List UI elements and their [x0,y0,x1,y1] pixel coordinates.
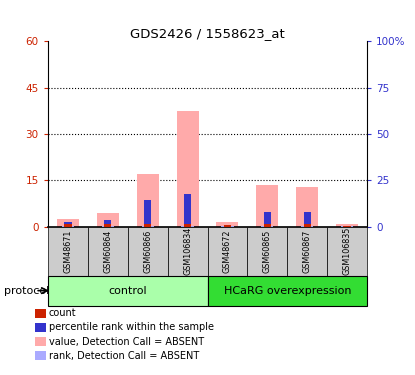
Bar [48,227,88,276]
Bar [222,226,234,227]
Bar [48,276,208,306]
Bar [137,174,159,227]
Bar [224,225,231,227]
Bar [62,226,74,227]
Bar [303,224,311,227]
Text: HCaRG overexpression: HCaRG overexpression [224,286,351,296]
Bar [142,226,154,227]
Bar [144,224,151,227]
Text: count: count [49,308,76,318]
Text: GSM60864: GSM60864 [103,230,112,273]
Text: rank, Detection Call = ABSENT: rank, Detection Call = ABSENT [49,351,199,361]
Bar [303,212,311,227]
Bar [181,226,193,227]
Bar [102,226,114,227]
Bar [256,185,278,227]
Text: protocol: protocol [4,286,49,296]
Text: GSM106835: GSM106835 [343,227,352,275]
Bar [287,227,327,276]
Title: GDS2426 / 1558623_at: GDS2426 / 1558623_at [130,27,285,40]
Text: value, Detection Call = ABSENT: value, Detection Call = ABSENT [49,337,204,346]
Text: GSM106834: GSM106834 [183,227,192,275]
Text: GSM48671: GSM48671 [63,230,72,273]
Bar [301,226,313,227]
Text: GSM48672: GSM48672 [223,230,232,273]
Bar [261,226,273,227]
Bar [327,227,367,276]
Bar [341,226,353,227]
Bar [88,227,128,276]
Bar [264,224,271,227]
Bar [336,224,358,227]
Bar [144,200,151,227]
Bar [64,222,71,227]
Bar [57,219,79,227]
Bar [184,194,191,227]
Bar [208,227,247,276]
Bar [208,276,367,306]
Bar [217,222,239,227]
Bar [64,224,71,227]
Text: GSM60866: GSM60866 [143,230,152,273]
Text: GSM60867: GSM60867 [303,230,312,273]
Bar [344,226,351,227]
Bar [104,220,112,227]
Bar [168,227,208,276]
Bar [184,224,191,227]
Bar [247,227,287,276]
Bar [176,111,198,227]
Bar [264,212,271,227]
Text: GSM60865: GSM60865 [263,230,272,273]
Bar [104,224,112,227]
Bar [97,213,119,227]
Text: percentile rank within the sample: percentile rank within the sample [49,322,214,332]
Text: control: control [108,286,147,296]
Bar [128,227,168,276]
Bar [296,187,318,227]
